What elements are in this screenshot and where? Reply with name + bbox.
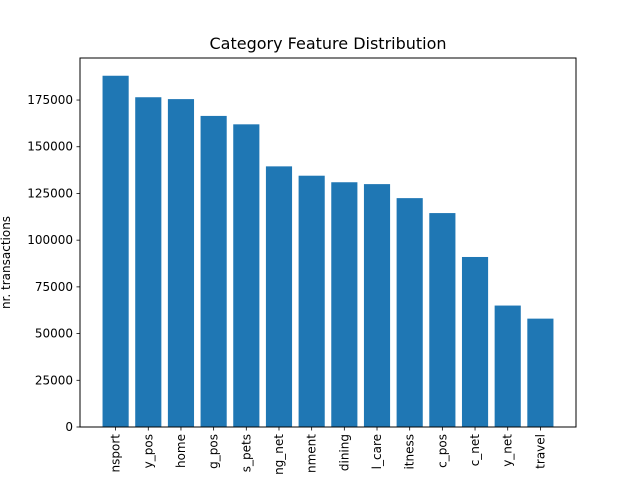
x-tick-label: y_net	[501, 434, 515, 467]
x-tick-label: travel	[533, 434, 547, 469]
x-tick-label: c_pos	[435, 434, 449, 468]
bar-grocery_net	[494, 305, 521, 427]
x-tick-label: ng_net	[272, 434, 286, 475]
y-tick-label: 0	[65, 420, 73, 434]
y-tick-label: 100000	[27, 233, 73, 247]
x-tick-label: home	[174, 434, 188, 468]
bar-kids_pets	[233, 124, 260, 427]
x-tick-label: g_pos	[207, 434, 221, 469]
y-tick-label: 25000	[35, 373, 73, 387]
bar-entertainment	[298, 175, 325, 427]
y-axis-label: nr. transactions	[0, 216, 13, 309]
bar-food_dining	[331, 182, 358, 427]
bar-shopping_pos	[200, 115, 227, 427]
x-tick-label: y_pos	[141, 434, 155, 468]
bar-misc_pos	[429, 213, 456, 427]
y-tick-label: 175000	[27, 93, 73, 107]
x-tick-label: nment	[305, 434, 319, 473]
bar-home	[167, 99, 195, 428]
x-tick-label: s_pets	[239, 434, 253, 472]
bar-misc_net	[461, 256, 489, 427]
x-tick-label: c_net	[468, 434, 482, 467]
bar-grocery_pos	[135, 97, 162, 427]
plot-frame	[79, 57, 577, 428]
bar-health_fitness	[396, 198, 423, 427]
y-tick-label: 125000	[27, 186, 73, 200]
y-axis: 0 25000 50000 75000 100000 125000 150000 175000	[27, 93, 80, 434]
bars-group	[102, 75, 554, 428]
bar-travel	[527, 318, 554, 427]
x-tick-label: dining	[337, 434, 351, 471]
bar-gas_transport	[102, 75, 129, 428]
chart-title: Category Feature Distribution	[209, 34, 446, 53]
y-tick-label: 75000	[35, 280, 73, 294]
bar-shopping_net	[265, 166, 293, 427]
bar-personal_care	[363, 184, 391, 427]
x-tick-label: l_care	[370, 434, 384, 469]
x-tick-label: nsport	[109, 434, 123, 473]
x-axis: nsport y_pos home g_pos s_pets ng_net nment din…	[109, 427, 547, 475]
y-tick-label: 150000	[27, 140, 73, 154]
y-tick-label: 50000	[35, 327, 73, 341]
x-tick-label: itness	[403, 434, 417, 470]
